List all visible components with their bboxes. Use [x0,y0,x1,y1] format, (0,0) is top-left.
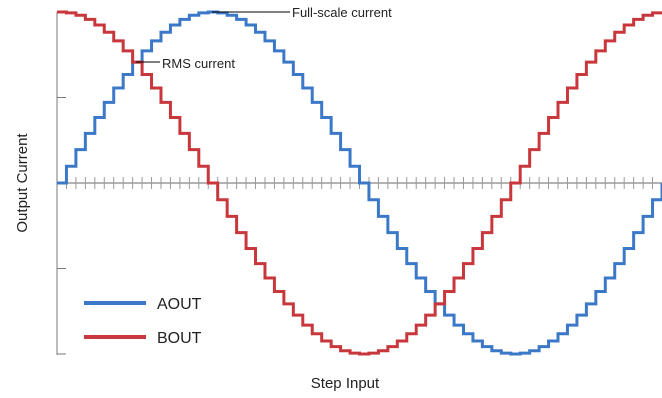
x-axis-title: Step Input [311,375,380,392]
legend-label-aout: AOUT [157,296,202,313]
step-ticks [65,177,654,189]
series-bout [57,10,662,356]
full-scale-annotation: Full-scale current [292,5,392,20]
annotations: Full-scale current RMS current [136,5,392,71]
legend-label-bout: BOUT [157,330,202,347]
series-group [57,10,662,356]
rms-annotation: RMS current [162,56,235,71]
y-axis-title: Output Current [14,133,31,233]
legend: AOUT BOUT [84,296,202,347]
series-aout [57,10,662,356]
